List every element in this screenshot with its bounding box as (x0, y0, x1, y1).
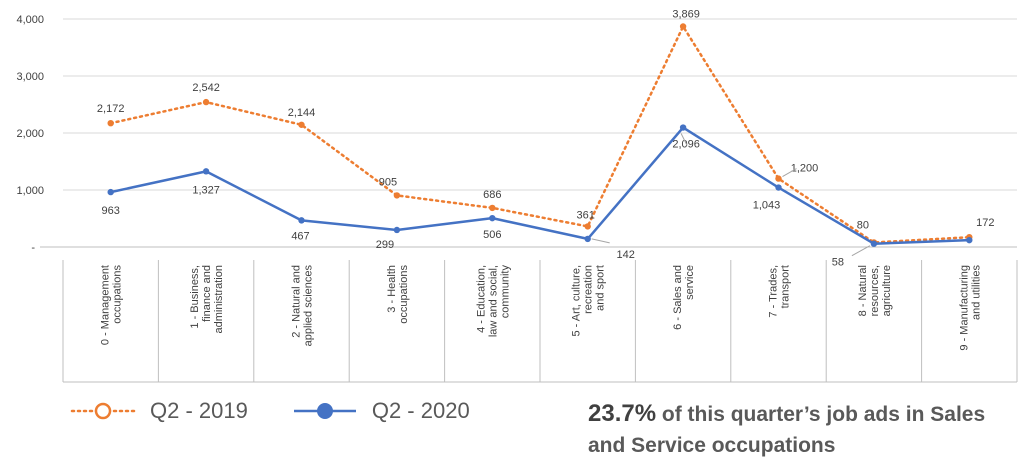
data-point (298, 121, 305, 128)
x-category-label: 0 - Managementoccupations (100, 265, 124, 346)
x-category-label: 7 - Trades,transport (768, 265, 792, 318)
x-category-label-line: applied sciences (303, 265, 315, 347)
leader-line (591, 238, 610, 244)
legend-label: Q2 - 2020 (371, 398, 470, 423)
data-label: 905 (379, 176, 397, 188)
y-tick-label: 3,000 (16, 71, 44, 83)
data-point (584, 223, 591, 230)
data-label: 2,542 (192, 82, 220, 94)
x-category-label-line: 0 - Management (100, 265, 112, 345)
x-category-label-line: occupations (112, 265, 124, 324)
data-label: 1,327 (192, 184, 220, 196)
x-category-label-line: transport (780, 265, 792, 308)
x-category-label: 3 - Healthoccupations (386, 265, 410, 324)
callout-description: of this quarter’s job ads in Sales and S… (588, 403, 986, 457)
data-point (679, 23, 687, 30)
y-tick-label: 1,000 (16, 185, 44, 197)
data-point (202, 168, 210, 175)
data-label: 299 (376, 239, 394, 251)
data-point (393, 226, 401, 234)
data-point (107, 188, 114, 196)
x-category-label-line: resources, (869, 265, 881, 316)
x-category-label: 8 - Naturalresources,agriculture (857, 265, 893, 316)
callout-percent: 23.7% (588, 400, 657, 427)
data-point (966, 236, 973, 244)
data-point (775, 175, 782, 182)
data-label: 172 (976, 217, 994, 229)
data-point (107, 119, 114, 127)
x-category-label-line: community (499, 265, 511, 319)
x-category-label-line: 1 - Business, (189, 265, 201, 329)
data-point (775, 184, 782, 191)
data-label: 58 (832, 257, 844, 269)
leader-line (851, 245, 871, 257)
leader-line (782, 168, 797, 178)
data-label: 1,200 (791, 163, 819, 175)
x-category-label-line: service (684, 265, 696, 300)
y-axis: - 1,000 2,000 3,000 4,000 (16, 14, 44, 254)
series-line-q2-2020 (110, 126, 970, 245)
x-category-label: 4 - Education,law and social,community (475, 265, 511, 338)
x-category-label-line: and utilities (970, 265, 982, 321)
data-label: 361 (577, 209, 595, 221)
x-category-label: 6 - Sales andservice (672, 265, 696, 330)
data-label: 506 (483, 229, 501, 241)
x-category-label-line: administration (213, 265, 225, 333)
callout-text: 23.7% of this quarter’s job ads in Sales… (588, 398, 1028, 461)
x-category-label-line: 8 - Natural (857, 265, 869, 316)
legend-item-q2-2019: Q2 - 2019 (70, 398, 248, 424)
data-point (870, 240, 878, 247)
x-category-label-line: agriculture (881, 265, 893, 316)
data-label: 686 (483, 189, 501, 201)
x-category-label: 1 - Business,finance andadministration (189, 265, 225, 333)
x-category-label-line: 9 - Manufacturing (958, 265, 970, 351)
legend-marker-solid-icon (293, 403, 356, 419)
y-tick-label: 4,000 (16, 14, 44, 26)
data-label: 2,172 (97, 103, 125, 115)
data-point (202, 98, 210, 106)
data-point (489, 204, 496, 212)
data-point (679, 124, 687, 131)
data-labels: 2,172 2,542 2,144 905 686 361 3,869 1,200 80 172 9… (97, 8, 995, 268)
x-axis: 0 - Managementoccupations 1 - Business,fi… (40, 246, 1018, 383)
x-category-label-line: 4 - Education, (475, 265, 487, 333)
data-point (298, 217, 305, 224)
data-label: 3,869 (672, 8, 700, 20)
x-category-label-line: 7 - Trades, (768, 265, 780, 318)
x-category-label-line: recreation (583, 265, 595, 314)
series-lines (107, 23, 973, 247)
data-label: 963 (102, 205, 120, 217)
x-category-label-line: 3 - Health (386, 265, 398, 313)
y-tick-label: 2,000 (16, 128, 44, 140)
data-label: 467 (291, 230, 309, 242)
series-line-q2-2019 (109, 25, 971, 244)
x-category-label-line: and sport (595, 265, 607, 311)
x-category-label-line: 2 - Natural and (291, 265, 303, 338)
x-category-label-line: 6 - Sales and (672, 265, 684, 330)
x-category-label: 9 - Manufacturingand utilities (958, 265, 982, 351)
legend-label: Q2 - 2019 (150, 398, 248, 423)
x-category-label-line: occupations (398, 265, 410, 324)
x-category-label-line: finance and (201, 265, 213, 322)
data-point (584, 235, 591, 243)
data-label: 1,043 (753, 200, 781, 212)
legend-marker-dotted-icon (70, 402, 136, 420)
y-tick-label: - (31, 242, 35, 254)
legend: Q2 - 2019 Q2 - 2020 (70, 398, 514, 424)
data-point (489, 214, 496, 222)
gridlines (63, 18, 1017, 191)
data-point (393, 192, 401, 199)
data-label: 2,144 (288, 107, 316, 119)
x-category-label: 5 - Art, culture,recreationand sport (571, 265, 607, 337)
legend-item-q2-2020: Q2 - 2020 (292, 398, 470, 424)
x-category-label: 2 - Natural andapplied sciences (291, 265, 315, 347)
leader-line (680, 133, 688, 146)
x-category-label-line: 5 - Art, culture, (571, 265, 583, 337)
data-label: 80 (857, 219, 869, 231)
x-category-label-line: law and social, (487, 265, 499, 337)
data-label: 142 (617, 249, 635, 261)
